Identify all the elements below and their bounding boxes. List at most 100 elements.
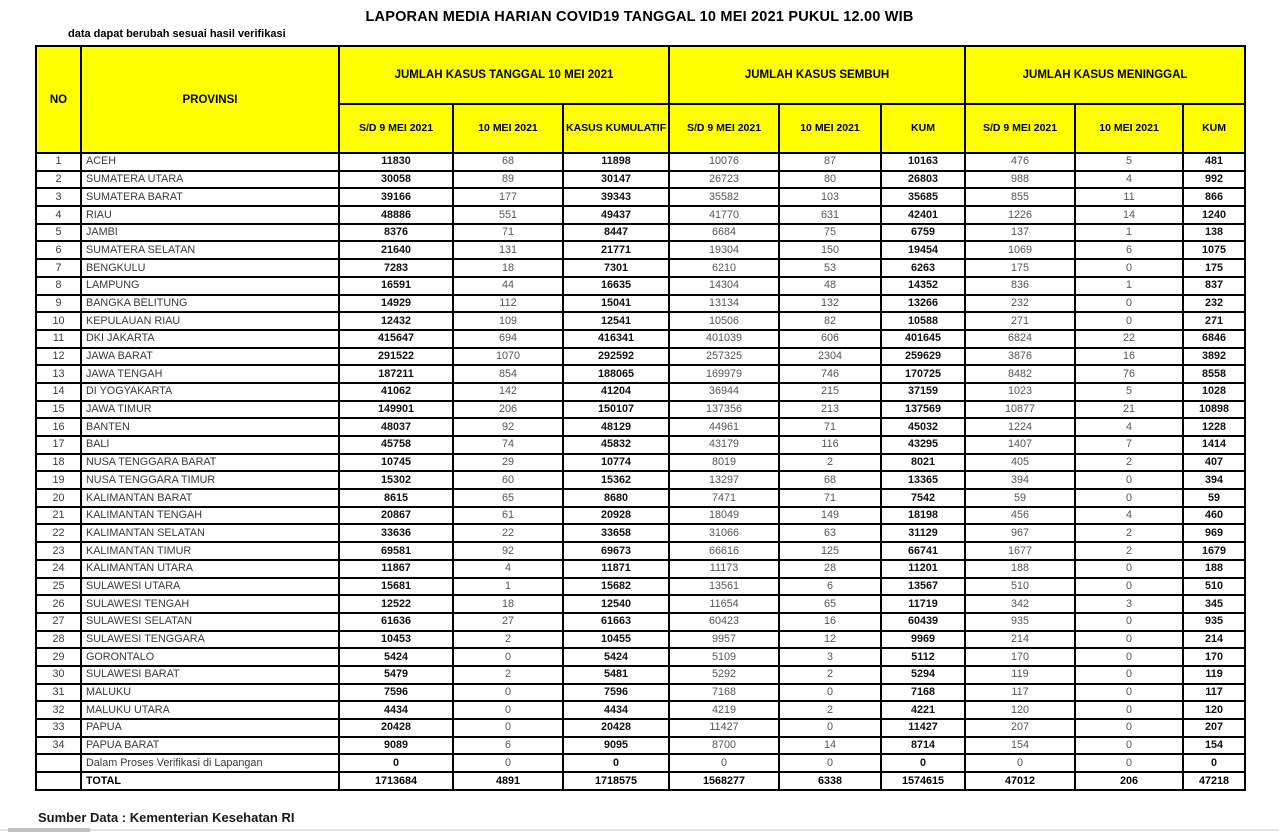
value-cell: 407 <box>1182 452 1247 473</box>
value-cell: 1574615 <box>879 771 967 791</box>
value-cell: 935 <box>1182 611 1247 632</box>
value-cell: 9957 <box>668 629 780 650</box>
header-provinsi: PROVINSI <box>80 45 340 154</box>
value-cell: 0 <box>1074 664 1185 685</box>
province-cell: KALIMANTAN BARAT <box>80 488 340 508</box>
value-cell: 206 <box>1074 771 1185 791</box>
table-row: 11 DKI JAKARTA 415647 694 416341 401039 606 401… <box>35 328 1247 349</box>
value-cell: 1226 <box>964 205 1077 225</box>
total-row: TOTAL 1713684 4891 1718575 1568277 6338 157461… <box>35 771 1247 791</box>
value-cell: 8615 <box>338 488 454 508</box>
value-cell: 481 <box>1182 152 1247 172</box>
row-number <box>35 753 82 774</box>
value-cell: 232 <box>964 293 1077 314</box>
table-row: 26 SULAWESI TENGAH 12522 18 12540 11654 65 1171… <box>35 594 1247 614</box>
province-cell: DI YOGYAKARTA <box>80 381 340 402</box>
value-cell: 0 <box>964 753 1077 774</box>
value-cell: 292592 <box>562 346 670 367</box>
value-cell: 213 <box>778 399 882 420</box>
value-cell: 10877 <box>964 399 1077 420</box>
horizontal-scrollbar-thumb[interactable] <box>8 828 90 832</box>
value-cell: 170 <box>1182 647 1247 667</box>
value-cell: 18198 <box>879 505 967 526</box>
value-cell: 170725 <box>879 364 967 384</box>
value-cell: 7301 <box>562 258 670 278</box>
subheader-sembuh-10mei: 10 MEI 2021 <box>778 103 882 154</box>
value-cell: 120 <box>1182 700 1247 720</box>
value-cell: 6759 <box>879 222 967 243</box>
row-number: 16 <box>35 417 82 437</box>
table-row: 21 KALIMANTAN TENGAH 20867 61 20928 18049 149 1… <box>35 505 1247 526</box>
value-cell: 187211 <box>338 364 454 384</box>
table-row: 7 BENGKULU 7283 18 7301 6210 53 6263 175 0 175 <box>35 258 1247 278</box>
value-cell: 11427 <box>879 718 967 738</box>
value-cell: 4 <box>1074 169 1185 190</box>
row-number: 10 <box>35 311 82 331</box>
value-cell: 8376 <box>338 222 454 243</box>
row-number: 3 <box>35 187 82 208</box>
value-cell: 10506 <box>668 311 780 331</box>
value-cell: 22 <box>1074 328 1185 349</box>
value-cell: 59 <box>1182 488 1247 508</box>
value-cell: 0 <box>1074 629 1185 650</box>
value-cell: 60 <box>452 470 564 491</box>
table-row: 17 BALI 45758 74 45832 43179 116 43295 1407 7 1414 <box>35 435 1247 455</box>
value-cell: 291522 <box>338 346 454 367</box>
row-number: 19 <box>35 470 82 491</box>
value-cell: 510 <box>1182 576 1247 597</box>
value-cell: 16 <box>778 611 882 632</box>
value-cell: 8700 <box>668 735 780 756</box>
value-cell: 21 <box>1074 399 1185 420</box>
value-cell: 1069 <box>964 240 1077 261</box>
province-cell: JAWA TIMUR <box>80 399 340 420</box>
value-cell: 11719 <box>879 594 967 614</box>
value-cell: 2 <box>1074 452 1185 473</box>
value-cell: 142 <box>452 381 564 402</box>
value-cell: 33636 <box>338 523 454 544</box>
value-cell: 6210 <box>668 258 780 278</box>
value-cell: 207 <box>1182 718 1247 738</box>
value-cell: 6 <box>1074 240 1185 261</box>
table-row: 15 JAWA TIMUR 149901 206 150107 137356 213 1375… <box>35 399 1247 420</box>
horizontal-scrollbar-track[interactable] <box>0 829 1279 831</box>
table-row: 27 SULAWESI SELATAN 61636 27 61663 60423 16 604… <box>35 611 1247 632</box>
row-number: 6 <box>35 240 82 261</box>
value-cell: 271 <box>964 311 1077 331</box>
value-cell: 405 <box>964 452 1077 473</box>
row-number: 4 <box>35 205 82 225</box>
value-cell: 0 <box>1074 611 1185 632</box>
table-row: 4 RIAU 48886 551 49437 41770 631 42401 1226 14 124… <box>35 205 1247 225</box>
value-cell: 44961 <box>668 417 780 437</box>
value-cell: 60439 <box>879 611 967 632</box>
value-cell: 206 <box>452 399 564 420</box>
value-cell: 2 <box>1074 523 1185 544</box>
value-cell: 259629 <box>879 346 967 367</box>
value-cell: 137356 <box>668 399 780 420</box>
subheader-meninggal-kum: KUM <box>1182 103 1247 154</box>
value-cell: 10774 <box>562 452 670 473</box>
value-cell: 7596 <box>338 682 454 703</box>
value-cell: 31129 <box>879 523 967 544</box>
value-cell: 138 <box>1182 222 1247 243</box>
table-row: 13 JAWA TENGAH 187211 854 188065 169979 746 170… <box>35 364 1247 384</box>
value-cell: 10076 <box>668 152 780 172</box>
value-cell: 89 <box>452 169 564 190</box>
value-cell: 460 <box>1182 505 1247 526</box>
value-cell: 2304 <box>778 346 882 367</box>
value-cell: 1224 <box>964 417 1077 437</box>
value-cell: 48037 <box>338 417 454 437</box>
value-cell: 1679 <box>1182 541 1247 561</box>
row-number: 9 <box>35 293 82 314</box>
province-cell: Dalam Proses Verifikasi di Lapangan <box>80 753 340 774</box>
value-cell: 0 <box>1074 558 1185 579</box>
value-cell: 117 <box>964 682 1077 703</box>
value-cell: 13365 <box>879 470 967 491</box>
table-row: 23 KALIMANTAN TIMUR 69581 92 69673 66616 125 66… <box>35 541 1247 561</box>
value-cell: 416341 <box>562 328 670 349</box>
row-number: 25 <box>35 576 82 597</box>
table-row: 14 DI YOGYAKARTA 41062 142 41204 36944 215 3715… <box>35 381 1247 402</box>
value-cell: 10745 <box>338 452 454 473</box>
value-cell: 3 <box>778 647 882 667</box>
table-row: 20 KALIMANTAN BARAT 8615 65 8680 7471 71 7542 59… <box>35 488 1247 508</box>
value-cell: 7596 <box>562 682 670 703</box>
